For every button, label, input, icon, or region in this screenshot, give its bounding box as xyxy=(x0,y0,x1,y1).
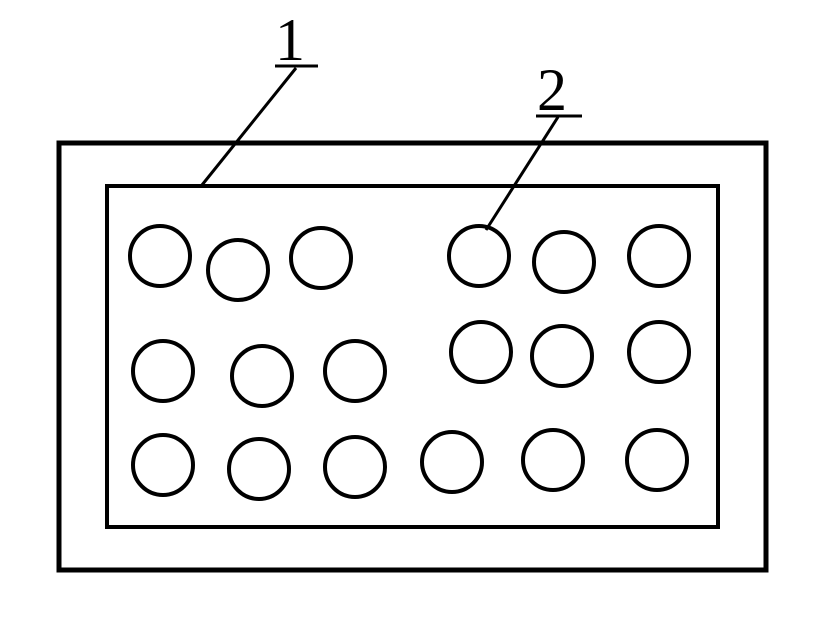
diagram-svg: 12 xyxy=(0,0,826,619)
callout-label: 1 xyxy=(275,7,305,73)
callout-label: 2 xyxy=(537,57,567,123)
technical-diagram: 12 xyxy=(0,0,826,619)
